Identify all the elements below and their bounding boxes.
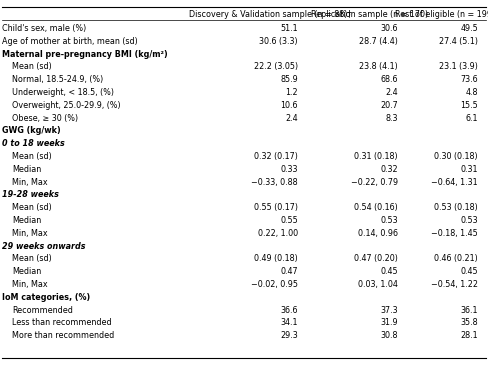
Text: 28.7 (4.4): 28.7 (4.4) bbox=[359, 37, 398, 46]
Text: Rest of eligible (n = 1991)§: Rest of eligible (n = 1991)§ bbox=[395, 10, 488, 19]
Text: 51.1: 51.1 bbox=[281, 24, 298, 33]
Text: Overweight, 25.0-29.9, (%): Overweight, 25.0-29.9, (%) bbox=[12, 101, 121, 110]
Text: GWG (kg/wk): GWG (kg/wk) bbox=[2, 126, 61, 135]
Text: 36.6: 36.6 bbox=[281, 306, 298, 315]
Text: 30.6: 30.6 bbox=[381, 24, 398, 33]
Text: 0.54 (0.16): 0.54 (0.16) bbox=[354, 203, 398, 212]
Text: 2.4: 2.4 bbox=[386, 88, 398, 97]
Text: IoM categories, (%): IoM categories, (%) bbox=[2, 293, 90, 302]
Text: 30.6 (3.3): 30.6 (3.3) bbox=[260, 37, 298, 46]
Text: 49.5: 49.5 bbox=[460, 24, 478, 33]
Text: Min, Max: Min, Max bbox=[12, 280, 48, 289]
Text: 6.1: 6.1 bbox=[466, 113, 478, 123]
Text: 31.9: 31.9 bbox=[380, 318, 398, 328]
Text: Replication sample (n = 170): Replication sample (n = 170) bbox=[311, 10, 428, 19]
Text: Median: Median bbox=[12, 267, 41, 276]
Text: 23.1 (3.9): 23.1 (3.9) bbox=[439, 62, 478, 71]
Text: 0.22, 1.00: 0.22, 1.00 bbox=[258, 229, 298, 238]
Text: Mean (sd): Mean (sd) bbox=[12, 203, 52, 212]
Text: Maternal pre-pregnancy BMI (kg/m²): Maternal pre-pregnancy BMI (kg/m²) bbox=[2, 50, 168, 59]
Text: −0.33, 0.88: −0.33, 0.88 bbox=[251, 178, 298, 187]
Text: 0.33: 0.33 bbox=[281, 165, 298, 174]
Text: 0.32: 0.32 bbox=[380, 165, 398, 174]
Text: 0.14, 0.96: 0.14, 0.96 bbox=[358, 229, 398, 238]
Text: 23.8 (4.1): 23.8 (4.1) bbox=[359, 62, 398, 71]
Text: 0.55 (0.17): 0.55 (0.17) bbox=[254, 203, 298, 212]
Text: 0.32 (0.17): 0.32 (0.17) bbox=[254, 152, 298, 161]
Text: 19-28 weeks: 19-28 weeks bbox=[2, 190, 59, 199]
Text: Normal, 18.5-24.9, (%): Normal, 18.5-24.9, (%) bbox=[12, 75, 103, 84]
Text: More than recommended: More than recommended bbox=[12, 331, 114, 340]
Text: −0.02, 0.95: −0.02, 0.95 bbox=[251, 280, 298, 289]
Text: 15.5: 15.5 bbox=[460, 101, 478, 110]
Text: 85.9: 85.9 bbox=[280, 75, 298, 84]
Text: Obese, ≥ 30 (%): Obese, ≥ 30 (%) bbox=[12, 113, 78, 123]
Text: Median: Median bbox=[12, 216, 41, 225]
Text: −0.64, 1.31: −0.64, 1.31 bbox=[431, 178, 478, 187]
Text: 0.45: 0.45 bbox=[460, 267, 478, 276]
Text: 0.53: 0.53 bbox=[460, 216, 478, 225]
Text: 4.8: 4.8 bbox=[466, 88, 478, 97]
Text: Min, Max: Min, Max bbox=[12, 229, 48, 238]
Text: 68.6: 68.6 bbox=[381, 75, 398, 84]
Text: 0.46 (0.21): 0.46 (0.21) bbox=[434, 254, 478, 264]
Text: Median: Median bbox=[12, 165, 41, 174]
Text: 37.3: 37.3 bbox=[380, 306, 398, 315]
Text: 22.2 (3.05): 22.2 (3.05) bbox=[254, 62, 298, 71]
Text: 30.8: 30.8 bbox=[381, 331, 398, 340]
Text: Mean (sd): Mean (sd) bbox=[12, 62, 52, 71]
Text: 1.2: 1.2 bbox=[285, 88, 298, 97]
Text: 0.31: 0.31 bbox=[461, 165, 478, 174]
Text: −0.18, 1.45: −0.18, 1.45 bbox=[431, 229, 478, 238]
Text: 28.1: 28.1 bbox=[460, 331, 478, 340]
Text: 34.1: 34.1 bbox=[281, 318, 298, 328]
Text: Min, Max: Min, Max bbox=[12, 178, 48, 187]
Text: −0.54, 1.22: −0.54, 1.22 bbox=[431, 280, 478, 289]
Text: Recommended: Recommended bbox=[12, 306, 73, 315]
Text: 8.3: 8.3 bbox=[386, 113, 398, 123]
Text: −0.22, 0.79: −0.22, 0.79 bbox=[351, 178, 398, 187]
Text: 29 weeks onwards: 29 weeks onwards bbox=[2, 242, 85, 251]
Text: 0.49 (0.18): 0.49 (0.18) bbox=[254, 254, 298, 264]
Text: 0.31 (0.18): 0.31 (0.18) bbox=[354, 152, 398, 161]
Text: 36.1: 36.1 bbox=[461, 306, 478, 315]
Text: Underweight, < 18.5, (%): Underweight, < 18.5, (%) bbox=[12, 88, 114, 97]
Text: Mean (sd): Mean (sd) bbox=[12, 152, 52, 161]
Text: 0.47: 0.47 bbox=[281, 267, 298, 276]
Text: 0.53 (0.18): 0.53 (0.18) bbox=[434, 203, 478, 212]
Text: 0 to 18 weeks: 0 to 18 weeks bbox=[2, 139, 65, 148]
Text: 35.8: 35.8 bbox=[460, 318, 478, 328]
Text: 2.4: 2.4 bbox=[285, 113, 298, 123]
Text: 20.7: 20.7 bbox=[380, 101, 398, 110]
Text: 0.47 (0.20): 0.47 (0.20) bbox=[354, 254, 398, 264]
Text: 29.3: 29.3 bbox=[280, 331, 298, 340]
Text: 0.53: 0.53 bbox=[380, 216, 398, 225]
Text: Discovery & Validation sample (n = 88)†: Discovery & Validation sample (n = 88)† bbox=[189, 10, 351, 19]
Text: Child's sex, male (%): Child's sex, male (%) bbox=[2, 24, 86, 33]
Text: Age of mother at birth, mean (sd): Age of mother at birth, mean (sd) bbox=[2, 37, 138, 46]
Text: 73.6: 73.6 bbox=[460, 75, 478, 84]
Text: 0.30 (0.18): 0.30 (0.18) bbox=[434, 152, 478, 161]
Text: 0.55: 0.55 bbox=[280, 216, 298, 225]
Text: 27.4 (5.1): 27.4 (5.1) bbox=[439, 37, 478, 46]
Text: Less than recommended: Less than recommended bbox=[12, 318, 112, 328]
Text: Mean (sd): Mean (sd) bbox=[12, 254, 52, 264]
Text: 0.03, 1.04: 0.03, 1.04 bbox=[358, 280, 398, 289]
Text: 0.45: 0.45 bbox=[380, 267, 398, 276]
Text: 10.6: 10.6 bbox=[281, 101, 298, 110]
